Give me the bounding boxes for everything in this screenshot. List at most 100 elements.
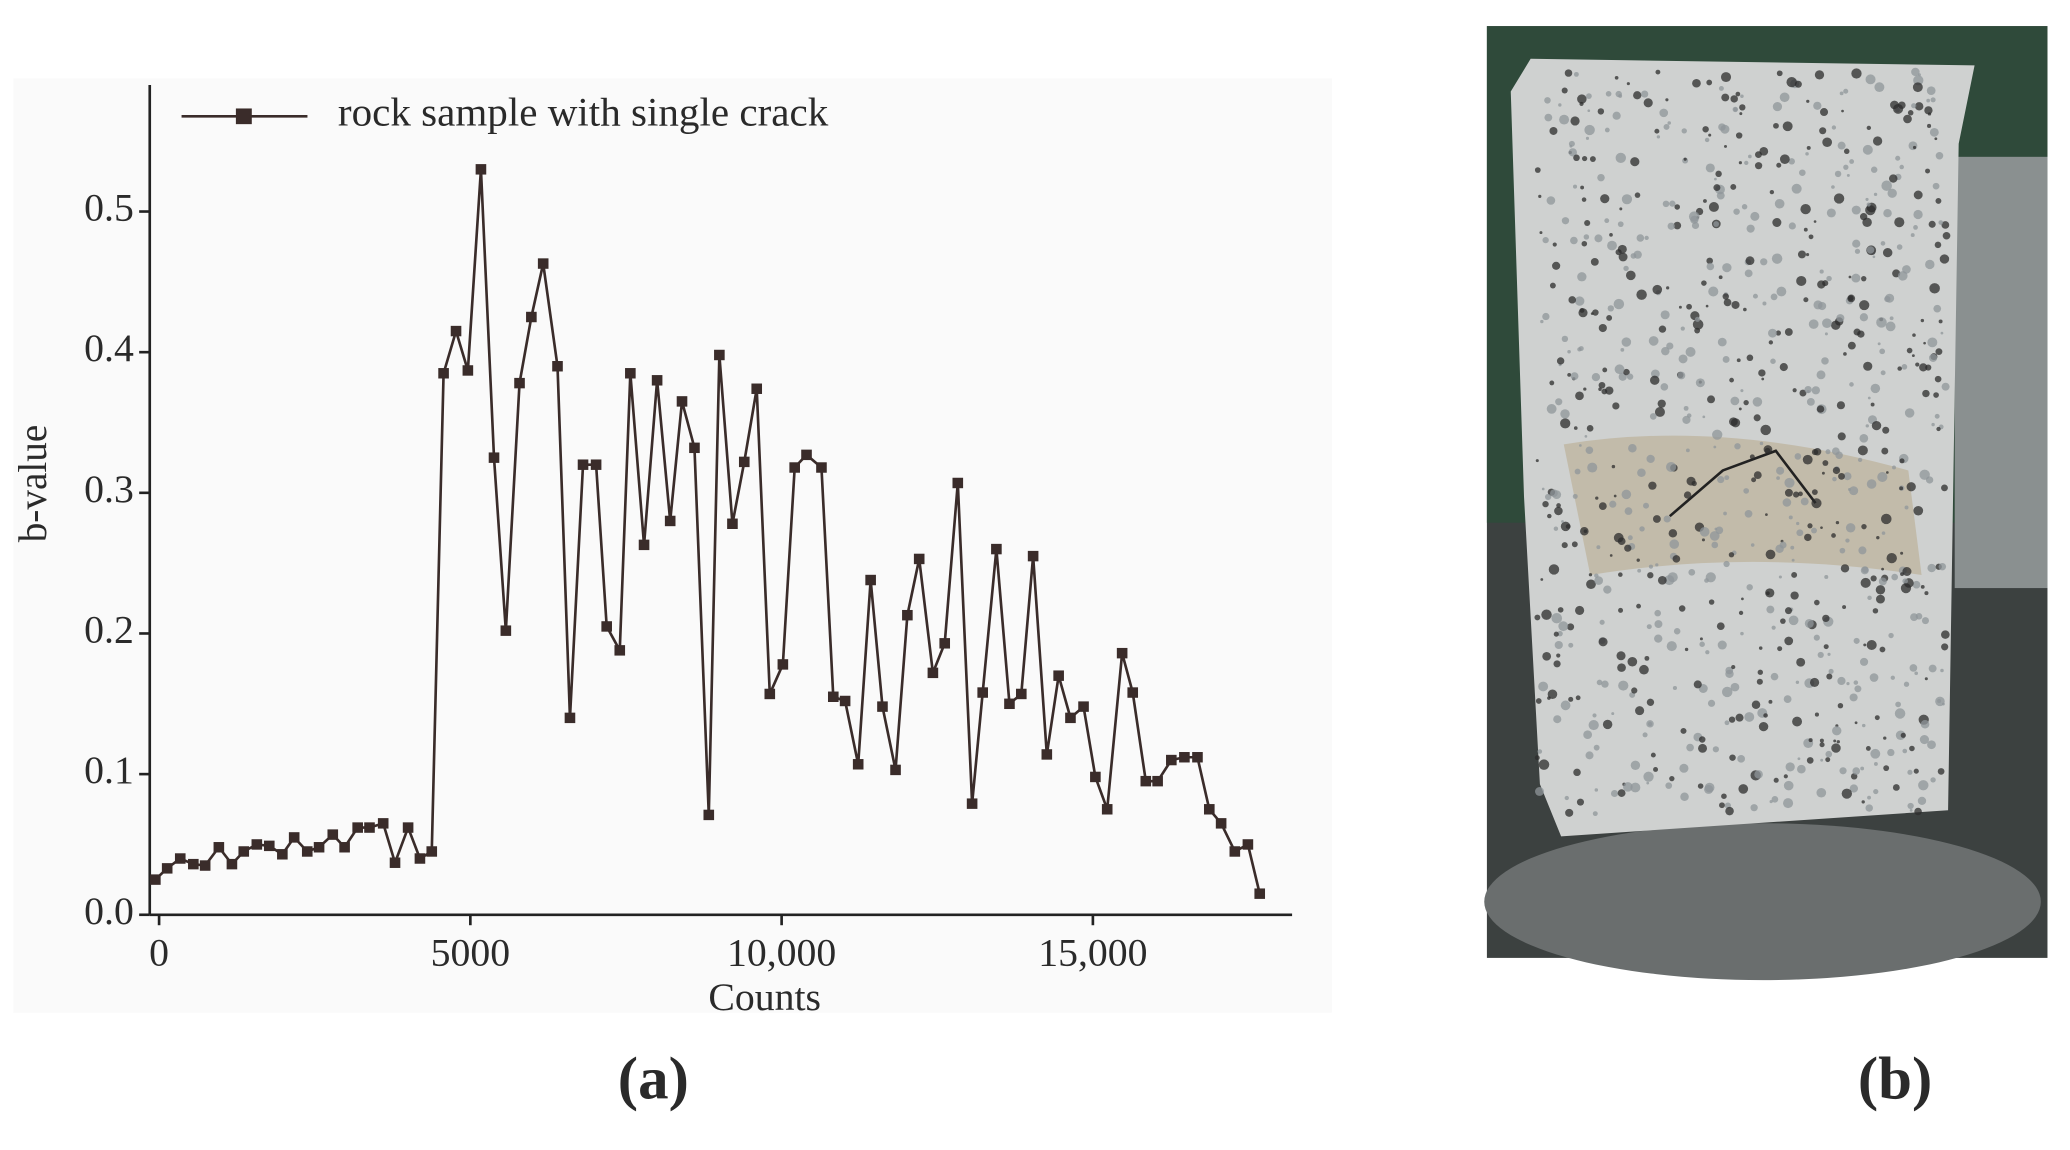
speckle: [1889, 316, 1894, 321]
data-marker: [1166, 754, 1177, 766]
speckle: [1753, 414, 1761, 422]
speckle: [1807, 523, 1813, 529]
speckle: [1836, 401, 1846, 410]
speckle: [1776, 466, 1785, 475]
speckle: [1743, 307, 1747, 312]
speckle: [1793, 491, 1800, 498]
speckle: [1685, 347, 1696, 357]
speckle: [1708, 133, 1712, 137]
speckle: [1571, 541, 1578, 548]
speckle: [1581, 197, 1587, 202]
speckle: [1838, 472, 1845, 480]
data-marker: [339, 842, 350, 853]
speckle: [1547, 689, 1558, 699]
speckle: [1685, 448, 1690, 453]
speckle: [1642, 732, 1648, 738]
speckle: [1902, 578, 1908, 584]
speckle: [1836, 740, 1840, 744]
speckle: [1863, 361, 1873, 371]
data-marker: [161, 863, 173, 874]
speckle: [1896, 244, 1903, 250]
speckle: [1730, 95, 1738, 103]
speckle: [1604, 127, 1610, 133]
speckle: [1567, 350, 1571, 354]
speckle: [1614, 75, 1619, 80]
speckle: [1779, 541, 1787, 549]
speckle: [1621, 194, 1633, 205]
speckle: [1934, 375, 1942, 383]
y-tick-label: 0.0: [84, 889, 134, 933]
data-marker: [816, 462, 827, 473]
speckle: [1743, 488, 1750, 494]
speckle: [1814, 599, 1820, 606]
speckle: [1924, 106, 1933, 115]
x-tick-label: 5000: [431, 931, 510, 975]
speckle: [1796, 657, 1806, 667]
data-marker: [1254, 888, 1266, 899]
speckle: [1897, 366, 1902, 371]
speckle: [1759, 441, 1764, 446]
speckle: [1591, 373, 1601, 382]
speckle: [1604, 218, 1610, 224]
speckle: [1914, 671, 1919, 676]
speckle: [1619, 207, 1623, 211]
speckle: [1769, 190, 1775, 195]
speckle: [1652, 515, 1661, 523]
data-marker: [1101, 804, 1113, 815]
speckle: [1843, 472, 1852, 481]
speckle: [1599, 619, 1605, 625]
speckle: [1934, 413, 1940, 419]
speckle: [1808, 234, 1814, 240]
speckle: [1858, 546, 1867, 555]
speckle: [1577, 272, 1587, 282]
speckle: [1843, 148, 1850, 154]
data-marker: [877, 701, 888, 712]
speckle: [1832, 466, 1841, 475]
speckle: [1537, 749, 1543, 754]
speckle: [1914, 102, 1924, 111]
speckle: [1736, 358, 1741, 363]
speckle: [1580, 185, 1585, 190]
data-marker: [638, 539, 650, 551]
data-marker: [839, 695, 851, 707]
speckle: [1798, 491, 1803, 497]
speckle: [1738, 161, 1742, 165]
speckle: [1746, 354, 1754, 362]
speckle: [1776, 286, 1787, 297]
speckle: [1732, 106, 1739, 113]
y-tick-label: 0.5: [84, 186, 134, 230]
speckle: [1574, 296, 1585, 306]
speckle: [1919, 469, 1930, 480]
speckle: [1723, 144, 1728, 148]
data-marker: [488, 452, 500, 463]
speckle: [1553, 631, 1559, 637]
speckle: [1873, 762, 1878, 766]
speckle: [1773, 122, 1779, 129]
speckle: [1598, 381, 1606, 389]
speckle: [1637, 568, 1642, 573]
speckle: [1925, 259, 1935, 270]
speckle: [1583, 730, 1593, 740]
speckle: [1910, 233, 1915, 237]
speckle: [1784, 607, 1793, 615]
speckle: [1839, 547, 1846, 554]
speckle: [1725, 806, 1734, 816]
speckle: [1766, 605, 1775, 614]
speckle: [1851, 205, 1861, 215]
speckle: [1621, 337, 1632, 347]
speckle: [1941, 221, 1950, 229]
speckle: [1872, 608, 1879, 614]
speckle: [1587, 462, 1598, 473]
speckle: [1544, 493, 1552, 501]
data-marker: [827, 691, 839, 702]
speckle: [1831, 533, 1836, 538]
speckle: [1811, 489, 1818, 496]
speckle: [1776, 162, 1782, 168]
speckle: [1655, 69, 1661, 75]
speckle: [1683, 405, 1689, 411]
speckle: [1538, 681, 1549, 692]
speckle: [1667, 222, 1675, 230]
speckle: [1568, 296, 1576, 304]
speckle: [1592, 713, 1597, 718]
data-marker: [991, 543, 1002, 555]
